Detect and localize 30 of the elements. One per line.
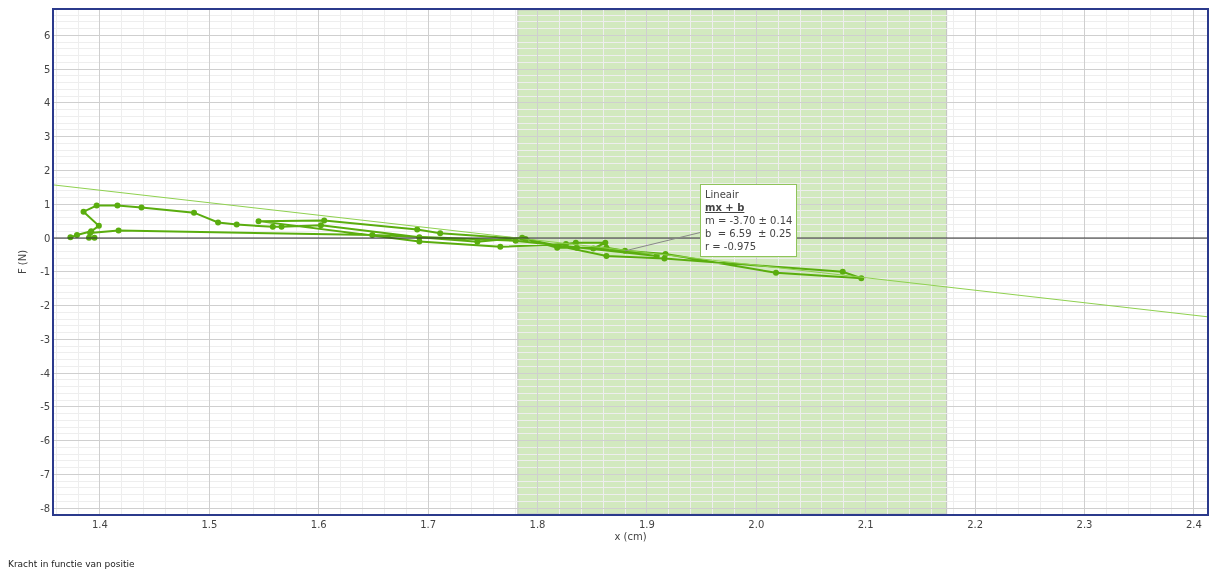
- x-tick-label: 2.3: [1076, 518, 1093, 530]
- y-tick-label: 0: [43, 232, 51, 244]
- y-tick-label: 2: [43, 164, 51, 176]
- x-tick-label: 2.2: [967, 518, 984, 530]
- y-tick-label: -3: [40, 333, 51, 345]
- y-tick-label: -8: [40, 502, 51, 514]
- y-tick-label: 4: [43, 97, 51, 109]
- x-axis-title: x (cm): [614, 530, 647, 542]
- y-tick-label: -2: [40, 300, 51, 312]
- y-tick-label: 6: [43, 29, 51, 41]
- y-tick-label: -6: [40, 435, 51, 447]
- x-tick-label: 2.0: [748, 518, 765, 530]
- y-axis-title: F (N): [16, 249, 28, 275]
- y-tick-label: -4: [40, 367, 51, 379]
- annotation: Lineair mx + b m = -3.70 ± 0.14 b = 6.59 ± 0.25 r = -0.975: [705, 189, 793, 252]
- x-tick-label: 1.8: [529, 518, 546, 530]
- x-tick-label: 1.7: [420, 518, 437, 530]
- y-tick-label: 5: [43, 63, 51, 75]
- y-tick-label: -7: [40, 468, 51, 480]
- x-tick-label: 1.6: [310, 518, 327, 530]
- x-tick-label: 2.1: [857, 518, 874, 530]
- text: Kracht in functie van positie: [8, 559, 136, 569]
- x-tick-label: 1.9: [638, 518, 655, 530]
- x-tick-label: 2.4: [1185, 518, 1202, 530]
- y-tick-label: -5: [40, 401, 51, 413]
- x-tick-label: 1.5: [201, 518, 218, 530]
- y-tick-label: 1: [43, 198, 51, 210]
- y-tick-label: -1: [40, 266, 51, 278]
- x-tick-label: 1.4: [91, 518, 108, 530]
- y-tick-label: 3: [43, 131, 51, 143]
